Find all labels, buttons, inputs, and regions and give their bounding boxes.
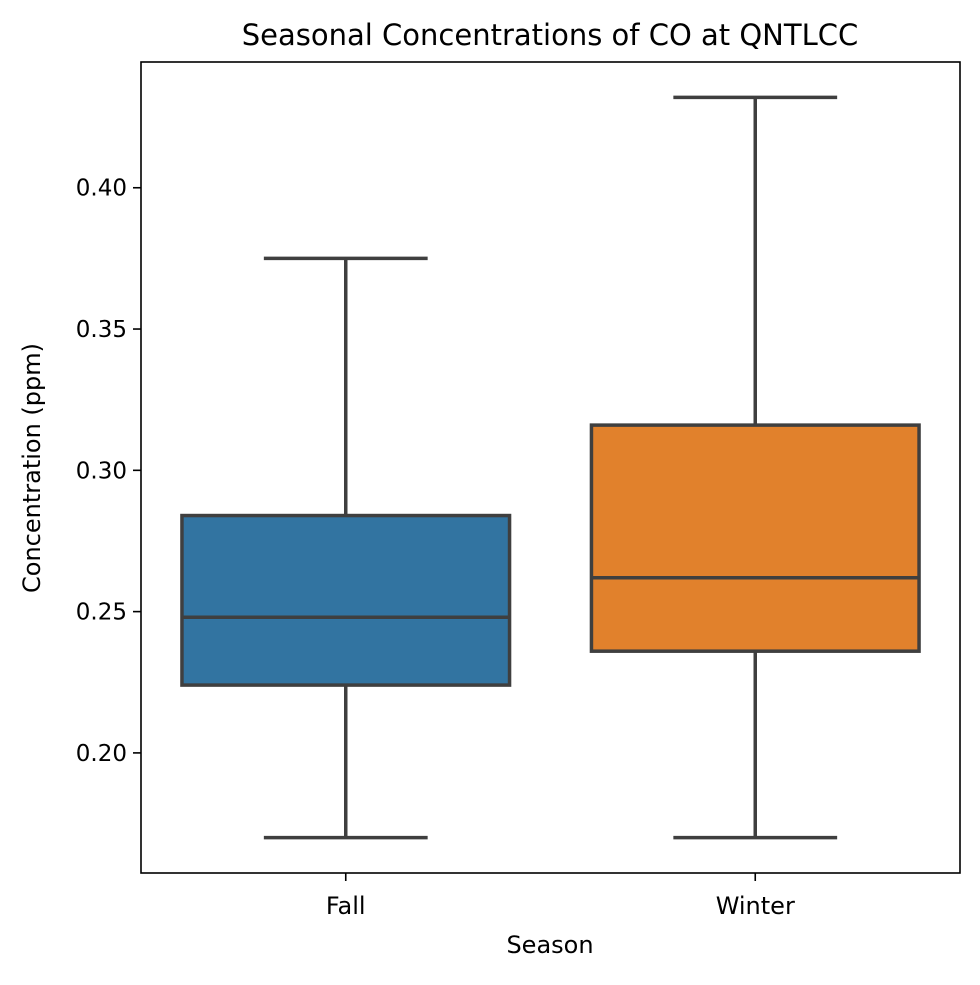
x-tick-label: Fall	[326, 892, 366, 920]
y-tick-label: 0.25	[76, 600, 127, 626]
chart-title: Seasonal Concentrations of CO at QNTLCC	[242, 18, 859, 52]
iqr-box	[589, 423, 921, 653]
plot-frame	[140, 61, 961, 874]
x-axis-ticks: Fall Winter	[326, 873, 795, 920]
box-fall	[180, 256, 512, 840]
y-axis-label: Concentration (ppm)	[18, 343, 46, 593]
y-tick-label: 0.35	[76, 317, 127, 343]
box-winter	[589, 95, 921, 840]
y-tick-label: 0.30	[76, 458, 127, 484]
y-axis-ticks: 0.20 0.25 0.30 0.35 0.40	[76, 176, 141, 767]
boxes-layer	[180, 95, 921, 840]
y-tick-label: 0.40	[76, 176, 127, 202]
y-tick-label: 0.20	[76, 741, 127, 767]
iqr-box	[180, 513, 512, 687]
x-tick-label: Winter	[716, 892, 795, 920]
x-axis-label: Season	[506, 931, 593, 959]
